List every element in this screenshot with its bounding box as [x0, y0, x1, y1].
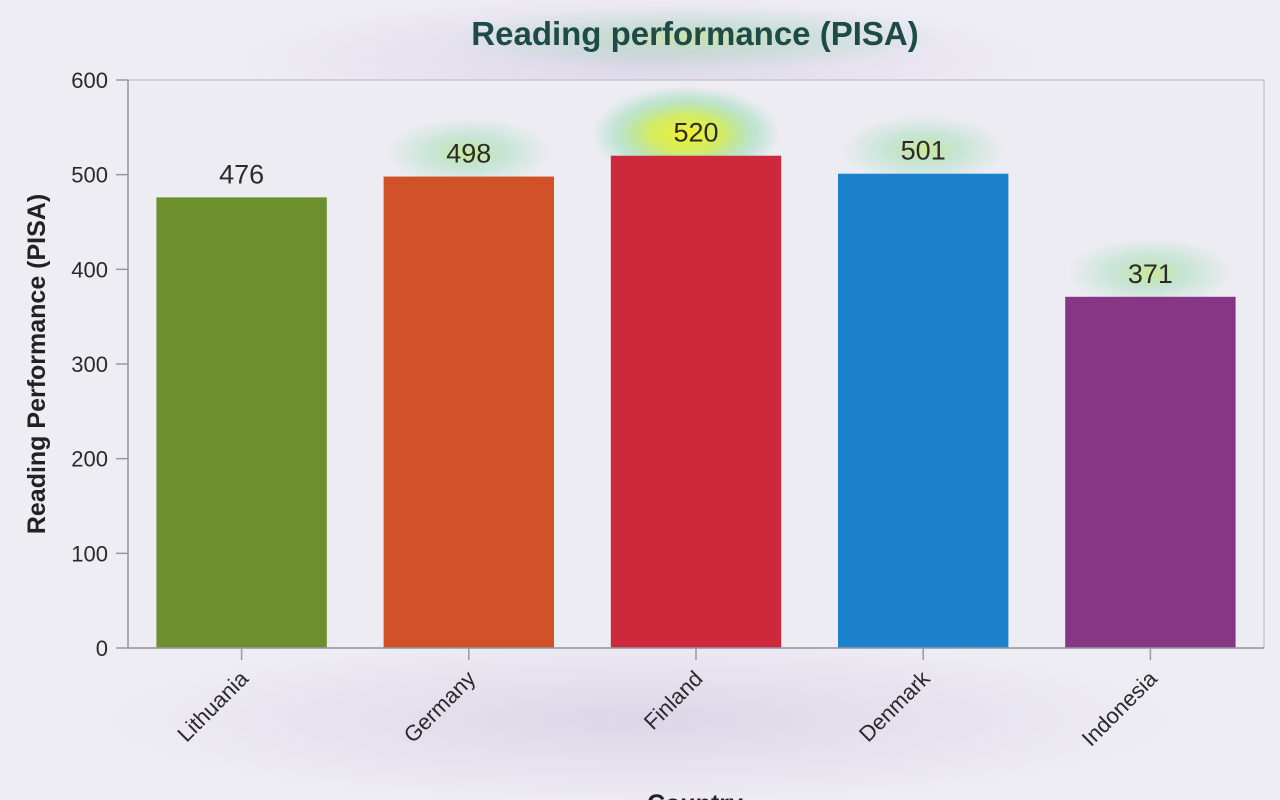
y-axis: 0 100 200 300 400 500 600	[71, 68, 129, 661]
highlight-glow	[1065, 236, 1236, 309]
bars	[156, 155, 1236, 649]
bar-denmark	[838, 173, 1009, 648]
y-tick-label: 400	[71, 257, 108, 282]
title-glow	[445, 6, 945, 70]
bar-lithuania	[156, 197, 327, 649]
y-tick-label: 300	[71, 352, 108, 377]
y-tick-label: 200	[71, 447, 108, 472]
data-label-indonesia: 371	[1128, 259, 1173, 289]
x-axis-title: Country	[647, 790, 743, 800]
bar-germany	[383, 176, 554, 648]
bar-indonesia	[1065, 296, 1236, 648]
highlight-glow	[838, 113, 1009, 186]
data-label-lithuania: 476	[219, 159, 264, 189]
y-tick-label: 100	[71, 541, 108, 566]
highlight-glow	[383, 116, 554, 189]
y-axis-title: Reading Performance (PISA)	[23, 194, 51, 534]
data-label-germany: 498	[446, 139, 491, 169]
background-haze	[80, 630, 1200, 800]
data-label-denmark: 501	[901, 136, 946, 166]
data-labels: 476 498 520 501 371	[219, 118, 1173, 289]
y-tick-label: 0	[96, 636, 108, 661]
y-tick-label: 600	[71, 68, 108, 93]
chart-title: Reading performance (PISA)	[471, 15, 918, 52]
bar-finland	[610, 155, 782, 648]
data-label-finland: 520	[673, 118, 718, 148]
y-tick-label: 500	[71, 163, 108, 188]
